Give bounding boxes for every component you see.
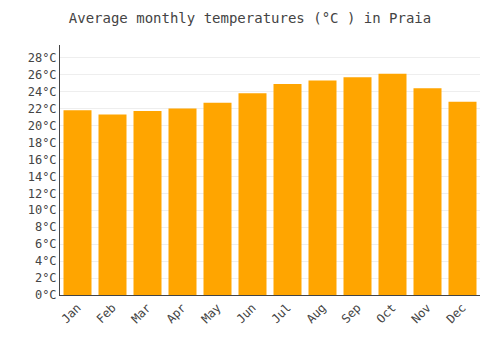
svg-text:20°C: 20°C xyxy=(28,119,57,133)
svg-text:6°C: 6°C xyxy=(35,237,57,251)
svg-text:Oct: Oct xyxy=(374,301,399,326)
svg-text:May: May xyxy=(199,301,224,326)
svg-text:Sep: Sep xyxy=(339,301,364,326)
svg-text:24°C: 24°C xyxy=(28,85,57,99)
svg-text:2°C: 2°C xyxy=(35,271,57,285)
svg-text:28°C: 28°C xyxy=(28,51,57,65)
svg-text:18°C: 18°C xyxy=(28,136,57,150)
svg-text:Jan: Jan xyxy=(59,301,84,326)
svg-text:4°C: 4°C xyxy=(35,254,57,268)
svg-text:26°C: 26°C xyxy=(28,68,57,82)
svg-text:10°C: 10°C xyxy=(28,203,57,217)
svg-text:0°C: 0°C xyxy=(35,288,57,302)
svg-text:Dec: Dec xyxy=(444,301,469,326)
svg-text:8°C: 8°C xyxy=(35,220,57,234)
svg-text:16°C: 16°C xyxy=(28,153,57,167)
svg-text:Apr: Apr xyxy=(164,301,189,326)
svg-text:Mar: Mar xyxy=(129,301,154,326)
svg-text:Jul: Jul xyxy=(269,301,294,326)
svg-text:Average monthly temperatures (: Average monthly temperatures (°C ) in Pr… xyxy=(69,10,431,26)
svg-text:Aug: Aug xyxy=(304,301,329,326)
svg-text:Feb: Feb xyxy=(94,301,119,326)
svg-text:Nov: Nov xyxy=(409,301,434,326)
svg-text:14°C: 14°C xyxy=(28,170,57,184)
svg-text:Jun: Jun xyxy=(234,301,259,326)
svg-text:22°C: 22°C xyxy=(28,102,57,116)
svg-text:12°C: 12°C xyxy=(28,187,57,201)
